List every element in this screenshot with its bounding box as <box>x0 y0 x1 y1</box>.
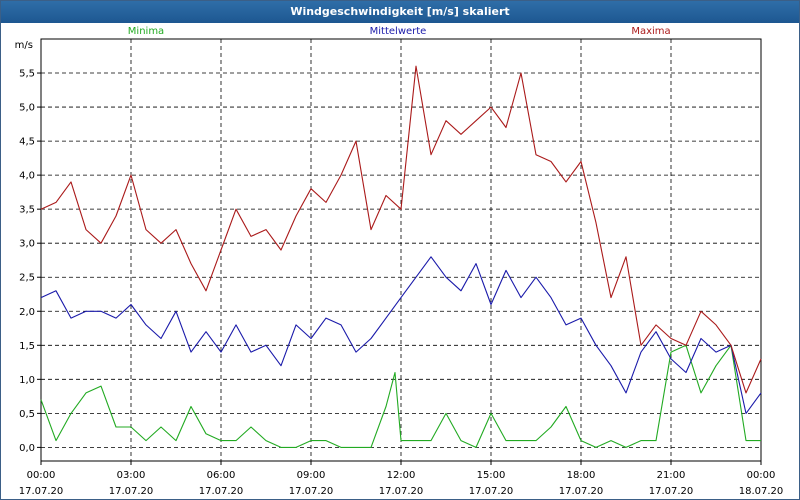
y-tick-label: 3,5 <box>19 205 35 216</box>
x-tick-label-time: 00:00 <box>27 470 56 481</box>
y-tick-label: 1,0 <box>19 375 35 386</box>
x-tick-label-date: 18.07.20 <box>739 486 784 497</box>
x-tick-label-date: 17.07.20 <box>109 486 154 497</box>
x-tick-label-date: 17.07.20 <box>559 486 604 497</box>
y-tick-label: 5,0 <box>19 103 35 114</box>
x-tick-label-date: 17.07.20 <box>199 486 244 497</box>
y-tick-label: 0,0 <box>19 443 35 454</box>
window-title: Windgeschwindigkeit [m/s] skaliert <box>1 1 799 23</box>
x-tick-label-time: 00:00 <box>747 470 776 481</box>
x-tick-label-date: 17.07.20 <box>469 486 514 497</box>
x-tick-label-time: 21:00 <box>657 470 686 481</box>
y-tick-label: 0,5 <box>19 409 35 420</box>
y-tick-label: 2,5 <box>19 273 35 284</box>
legend-minima: Minima <box>128 26 164 37</box>
y-tick-label: 4,0 <box>19 171 35 182</box>
series-line-maxima <box>40 65 762 394</box>
y-tick-label: 2,0 <box>19 307 35 318</box>
x-tick-label-time: 12:00 <box>387 470 416 481</box>
series-line-minima <box>40 344 761 448</box>
y-axis-label: m/s <box>15 40 33 51</box>
x-tick-label-date: 17.07.20 <box>19 486 64 497</box>
y-tick-label: 1,5 <box>19 341 35 352</box>
y-tick-label: 5,5 <box>19 69 35 80</box>
x-tick-label-date: 17.07.20 <box>289 486 334 497</box>
x-tick-label-time: 18:00 <box>567 470 596 481</box>
y-tick-label: 3,0 <box>19 239 35 250</box>
x-tick-label-time: 06:00 <box>207 470 236 481</box>
series-line-mittelwerte <box>40 256 762 414</box>
legend-mittelwerte: Mittelwerte <box>370 26 427 37</box>
x-tick-label-time: 09:00 <box>297 470 326 481</box>
legend-maxima: Maxima <box>631 26 670 37</box>
y-tick-label: 4,5 <box>19 137 35 148</box>
x-tick-label-time: 03:00 <box>117 470 146 481</box>
x-tick-label-time: 15:00 <box>477 470 506 481</box>
x-tick-label-date: 17.07.20 <box>649 486 694 497</box>
x-tick-label-date: 17.07.20 <box>379 486 424 497</box>
